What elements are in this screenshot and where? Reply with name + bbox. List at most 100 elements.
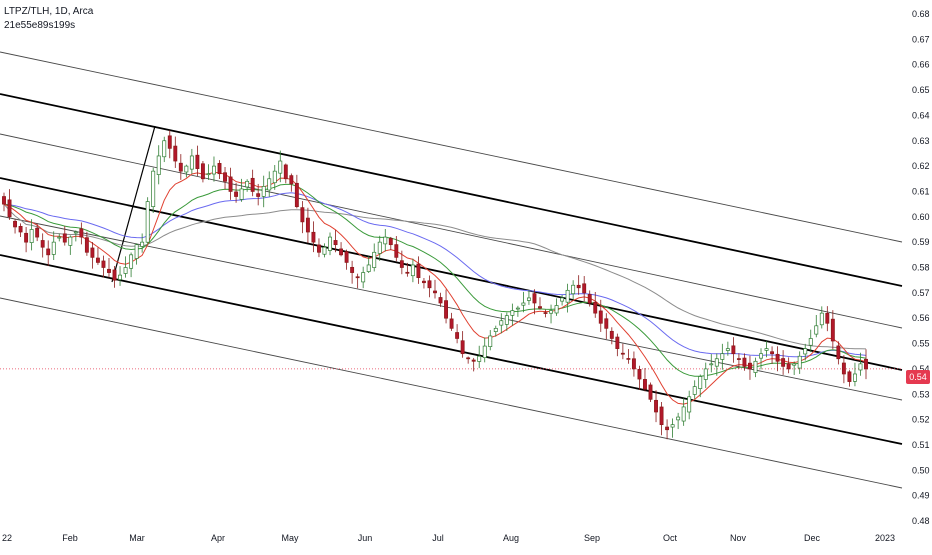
candle-body — [173, 145, 178, 162]
candle — [549, 304, 553, 324]
candle-body — [195, 154, 200, 169]
candle-body — [830, 318, 835, 342]
candle-body — [206, 173, 211, 176]
candle-body — [167, 135, 172, 149]
candle — [46, 240, 51, 266]
x-tick-label: Feb — [62, 533, 78, 543]
candle-body — [90, 247, 95, 258]
candle-body — [234, 191, 239, 197]
candle — [565, 283, 570, 313]
candle — [466, 356, 471, 364]
candle — [438, 292, 443, 307]
candle — [151, 167, 156, 213]
candle — [162, 136, 167, 163]
candle — [460, 331, 465, 358]
candle-body — [748, 362, 752, 370]
x-tick-label: Aug — [503, 533, 519, 543]
y-tick-label: 0.68 — [912, 9, 930, 19]
candle-body — [350, 266, 355, 273]
candle — [51, 231, 56, 260]
candle — [18, 223, 23, 238]
candle-body — [864, 358, 868, 370]
candle — [455, 324, 460, 344]
candle — [383, 228, 388, 252]
candle-body — [145, 201, 150, 243]
candle — [289, 173, 294, 192]
candle-body — [444, 300, 449, 319]
candle-body — [140, 241, 145, 247]
candle — [350, 260, 355, 284]
x-axis: 22 Feb Mar Apr May Jun Jul Aug Sep Oct Nov Dec 2023 — [2, 533, 895, 543]
channel-line — [0, 177, 903, 371]
candle-body — [278, 160, 283, 174]
candle — [256, 183, 261, 206]
candle — [830, 310, 835, 350]
candle — [775, 346, 780, 372]
chart-title: LTPZ/TLH, 1D, Arca — [4, 6, 94, 17]
candle-body — [107, 268, 111, 273]
candle — [858, 352, 863, 376]
channel-line — [0, 133, 903, 329]
candle — [576, 275, 581, 295]
candle — [140, 233, 145, 253]
candle-body — [272, 170, 277, 184]
y-tick-label: 0.54 — [912, 364, 930, 374]
candle — [317, 238, 321, 258]
candle-body — [466, 357, 471, 360]
candle-body — [609, 330, 614, 339]
candle — [410, 258, 415, 283]
candle — [134, 243, 139, 265]
candle — [178, 154, 183, 180]
candle — [748, 355, 752, 380]
candle-body — [571, 284, 576, 295]
candle-body — [189, 155, 194, 170]
candle — [377, 235, 382, 261]
candle — [499, 313, 504, 334]
candle — [587, 290, 592, 307]
candle-body — [95, 257, 100, 263]
x-tick-label: Jun — [358, 533, 373, 543]
candle — [118, 266, 122, 286]
x-tick-label: Oct — [663, 533, 678, 543]
y-tick-label: 0.58 — [912, 263, 930, 273]
x-tick-label: Dec — [804, 533, 821, 543]
y-axis: 0.68 0.67 0.66 0.65 0.64 0.63 0.62 0.61 0.60 0.59… — [912, 9, 930, 526]
candle — [681, 398, 686, 426]
candle — [515, 305, 520, 317]
candle-body — [112, 269, 117, 281]
candle-body — [134, 244, 139, 259]
candle — [361, 266, 366, 289]
candle-body — [239, 188, 244, 200]
candles — [2, 130, 868, 440]
candle — [598, 299, 603, 332]
candle — [394, 236, 399, 262]
candle-body — [399, 260, 404, 268]
candle — [526, 290, 531, 305]
candle-body — [151, 170, 156, 208]
candle-body — [770, 351, 775, 355]
candle-body — [410, 264, 415, 277]
candle — [84, 231, 89, 256]
candle — [714, 353, 719, 376]
candle-body — [676, 416, 681, 421]
candle — [648, 382, 653, 402]
candle-body — [604, 318, 609, 329]
candle — [604, 313, 609, 340]
candle — [339, 242, 344, 257]
candle-body — [858, 363, 863, 371]
candle-body — [129, 254, 134, 269]
candle-body — [659, 406, 664, 426]
y-tick-label: 0.60 — [912, 212, 930, 222]
candle — [792, 361, 797, 376]
y-tick-label: 0.49 — [912, 491, 930, 501]
candle-body — [471, 359, 476, 362]
candle-body — [543, 312, 548, 314]
candle — [366, 256, 371, 274]
candle — [709, 354, 714, 373]
y-tick-label: 0.64 — [912, 110, 930, 120]
candle-body — [742, 357, 747, 367]
candle-body — [819, 312, 824, 326]
candle — [538, 297, 542, 310]
